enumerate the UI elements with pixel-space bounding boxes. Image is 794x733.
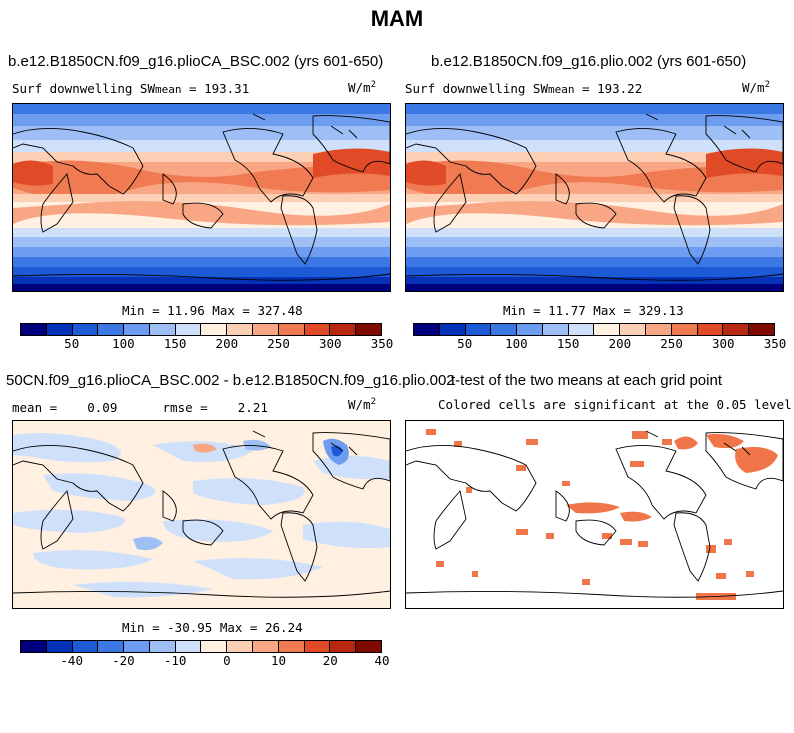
colorbar-swatch: [356, 641, 381, 652]
colorbar-tick-label: 100: [505, 336, 528, 351]
colorbar-swatch: [124, 324, 150, 335]
minmax-bottom-left: Min = -30.95 Max = 26.24: [122, 620, 303, 635]
map-bottom-right: [405, 420, 784, 609]
units-top-left: W/m2: [348, 80, 376, 96]
colorbar-top-right: [413, 323, 775, 336]
colorbar-tick-label: 200: [215, 336, 239, 351]
colorbar-swatch: [620, 324, 647, 335]
panel-title-top-left: b.e12.B1850CN.f09_g16.plioCA_BSC.002 (yr…: [8, 53, 384, 70]
colorbar-swatch: [124, 641, 150, 652]
colorbar-tick-label: 150: [556, 336, 580, 351]
significance-subtitle: Colored cells are significant at the 0.0…: [438, 397, 792, 412]
colorbar-swatch: [175, 641, 202, 652]
figure-title: MAM: [370, 6, 424, 31]
colorbar-swatch: [175, 324, 202, 335]
colorbar-swatch: [414, 324, 440, 335]
colorbar-swatch: [149, 641, 176, 652]
minmax-top-right: Min = 11.77 Max = 329.13: [503, 303, 684, 318]
colorbar-tick-label: 50: [457, 336, 473, 351]
colorbar-swatch: [72, 324, 99, 335]
colorbar-swatch: [465, 324, 492, 335]
colorbar-swatch: [253, 324, 279, 335]
variable-name: Surf downwelling SW: [405, 81, 548, 96]
variable-label-top-right: Surf downwelling SWmean = 193.22: [405, 81, 642, 96]
colorbar-tick-label: 0: [223, 653, 231, 668]
colorbar-tick-label: 250: [267, 336, 290, 351]
colorbar-swatch: [749, 324, 774, 335]
colorbar-swatch: [72, 641, 99, 652]
mean-value: = 193.31: [189, 81, 250, 96]
colorbar-swatch: [542, 324, 569, 335]
significance-map: [406, 421, 783, 608]
panel-title-bottom-right: t-test of the two means at each grid poi…: [451, 372, 722, 389]
mean-label: mean: [155, 83, 182, 96]
panel-title-bottom-left: 50CN.f09_g16.plioCA_BSC.002 - b.e12.B185…: [6, 372, 455, 389]
diff-stats: mean = 0.09 rmse = 2.21: [12, 400, 268, 415]
colorbar-tick-label: 300: [318, 336, 342, 351]
colorbar-swatch: [330, 324, 357, 335]
difference-map: [13, 421, 390, 608]
colorbar-tick-label: -40: [60, 653, 83, 668]
map-bottom-left: [12, 420, 391, 609]
colorbar-swatch: [723, 324, 750, 335]
colorbar-tick-label: 100: [112, 336, 135, 351]
colorbar-tick-label: 20: [322, 653, 338, 668]
colorbar-tick-label: 350: [763, 336, 787, 351]
colorbar-swatch: [646, 324, 672, 335]
shortwave-map: [13, 104, 390, 291]
shortwave-map: [406, 104, 783, 291]
colorbar-swatch: [671, 324, 698, 335]
minmax-top-left: Min = 11.96 Max = 327.48: [122, 303, 303, 318]
colorbar-tick-label: -10: [163, 653, 187, 668]
colorbar-swatch: [201, 324, 228, 335]
colorbar-swatch: [356, 324, 381, 335]
colorbar-swatch: [594, 324, 621, 335]
colorbar-swatch: [227, 324, 254, 335]
colorbar-swatch: [227, 641, 254, 652]
colorbar-swatch: [439, 324, 466, 335]
colorbar-swatch: [517, 324, 543, 335]
colorbar-swatch: [278, 641, 305, 652]
colorbar-swatch: [568, 324, 595, 335]
colorbar-swatch: [149, 324, 176, 335]
colorbar-tick-label: 10: [271, 653, 287, 668]
colorbar-tick-label: 300: [711, 336, 735, 351]
colorbar-swatch: [697, 324, 724, 335]
colorbar-swatch: [201, 641, 228, 652]
variable-name: Surf downwelling SW: [12, 81, 155, 96]
variable-label-top-left: Surf downwelling SWmean = 193.31: [12, 81, 249, 96]
colorbar-swatch: [98, 324, 125, 335]
units-top-right: W/m2: [742, 80, 770, 96]
colorbar-swatch: [21, 641, 47, 652]
colorbar-tick-label: 200: [608, 336, 632, 351]
colorbar-tick-label: 50: [64, 336, 80, 351]
colorbar-swatch: [304, 324, 331, 335]
colorbar-top-left: [20, 323, 382, 336]
colorbar-tick-label: 250: [660, 336, 683, 351]
colorbar-tick-label: 350: [370, 336, 394, 351]
mean-label: mean: [548, 83, 575, 96]
colorbar-swatch: [46, 324, 73, 335]
colorbar-swatch: [46, 641, 73, 652]
panel-title-top-right: b.e12.B1850CN.f09_g16.plio.002 (yrs 601-…: [431, 53, 747, 70]
map-top-left: [12, 103, 391, 292]
colorbar-tick-label: 40: [374, 653, 390, 668]
colorbar-swatch: [98, 641, 125, 652]
colorbar-tick-label: 150: [163, 336, 187, 351]
colorbar-swatch: [304, 641, 331, 652]
mean-value: = 193.22: [582, 81, 643, 96]
units-bottom-left: W/m2: [348, 397, 376, 413]
colorbar-swatch: [330, 641, 357, 652]
colorbar-bottom-left: [20, 640, 382, 653]
colorbar-tick-label: -20: [112, 653, 135, 668]
map-top-right: [405, 103, 784, 292]
colorbar-swatch: [253, 641, 279, 652]
colorbar-swatch: [491, 324, 518, 335]
colorbar-swatch: [21, 324, 47, 335]
colorbar-swatch: [278, 324, 305, 335]
